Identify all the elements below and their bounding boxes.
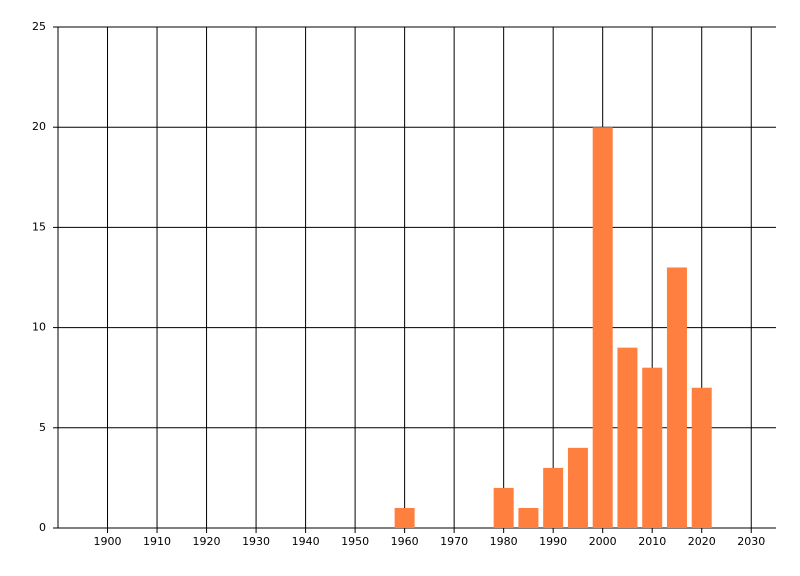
x-tick-label: 1980	[490, 535, 518, 548]
x-tick-label: 1950	[341, 535, 369, 548]
bar	[642, 367, 663, 528]
x-tick-label: 1970	[440, 535, 468, 548]
x-tick-label: 2000	[589, 535, 617, 548]
x-tick-label: 2030	[737, 535, 765, 548]
y-tick-label: 10	[32, 321, 46, 334]
x-tick-label: 2010	[638, 535, 666, 548]
x-tick-label: 1910	[143, 535, 171, 548]
bar	[691, 387, 712, 528]
x-tick-label: 1940	[292, 535, 320, 548]
x-tick-label: 1930	[242, 535, 270, 548]
x-tick-label: 1960	[391, 535, 419, 548]
y-tick-label: 5	[39, 421, 46, 434]
x-tick-label: 2020	[688, 535, 716, 548]
bar	[592, 127, 613, 528]
bar	[518, 507, 539, 528]
x-tick-label: 1990	[539, 535, 567, 548]
bar	[567, 447, 588, 528]
bar	[666, 267, 687, 528]
bar	[394, 507, 415, 528]
bar	[617, 347, 638, 528]
y-tick-label: 20	[32, 120, 46, 133]
bar	[493, 487, 514, 528]
y-tick-label: 0	[39, 521, 46, 534]
bar	[543, 467, 564, 528]
x-tick-label: 1920	[193, 535, 221, 548]
y-tick-label: 15	[32, 220, 46, 233]
y-tick-label: 25	[32, 20, 46, 33]
x-tick-label: 1900	[94, 535, 122, 548]
